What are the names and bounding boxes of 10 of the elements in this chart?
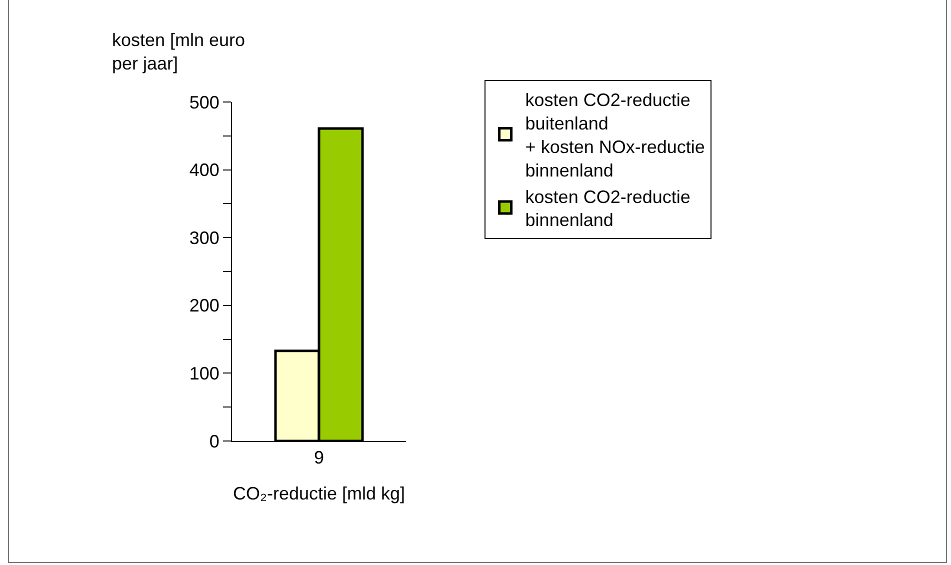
y-tick-label: 200	[189, 296, 220, 316]
x-axis-title: CO₂-reductie [mld kg]	[232, 484, 406, 504]
y-tick-label: 400	[189, 160, 220, 180]
legend-label: kosten CO2-reductie binnenland	[525, 186, 690, 230]
y-tick-label: 100	[189, 364, 220, 384]
y-tick-label: 500	[189, 92, 220, 112]
y-tick-label: 300	[189, 228, 220, 248]
x-tick-label: 9	[314, 448, 324, 468]
y-tick-label: 0	[209, 431, 220, 452]
y-axis-title: kosten [mln euro per jaar]	[112, 30, 246, 74]
